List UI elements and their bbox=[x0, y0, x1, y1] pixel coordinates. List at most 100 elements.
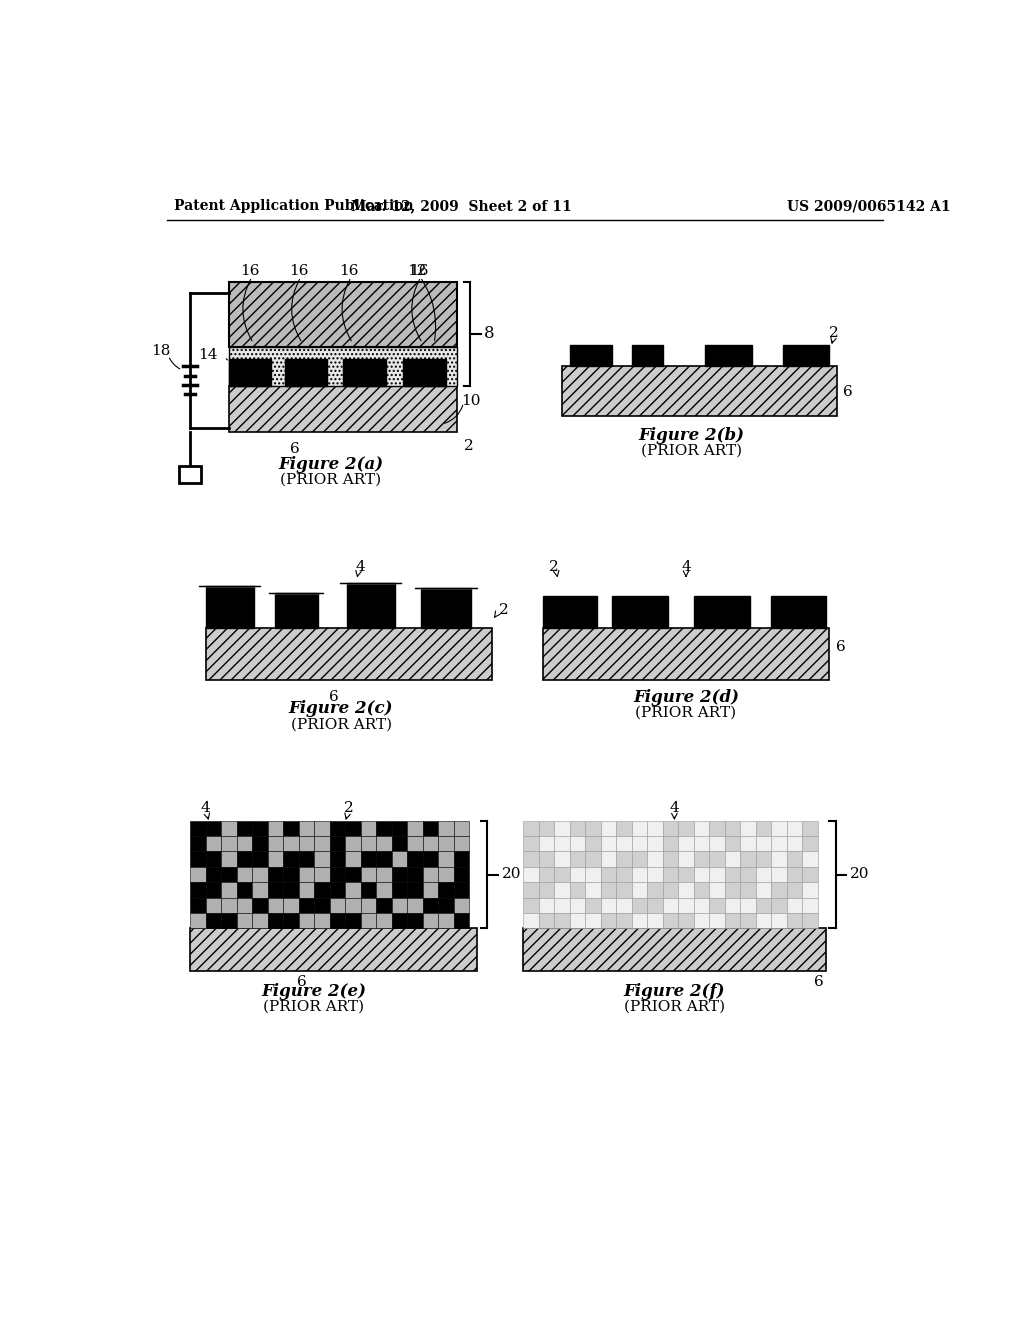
Text: 2: 2 bbox=[499, 603, 508, 618]
Bar bbox=[283, 898, 299, 913]
Text: 4: 4 bbox=[681, 560, 691, 574]
Bar bbox=[616, 836, 632, 851]
Bar bbox=[786, 898, 802, 913]
Bar bbox=[802, 836, 818, 851]
Bar bbox=[237, 913, 252, 928]
Bar bbox=[740, 867, 756, 882]
Text: 6: 6 bbox=[836, 640, 846, 655]
Text: 2: 2 bbox=[549, 560, 559, 574]
Text: 6: 6 bbox=[814, 975, 823, 989]
Bar bbox=[710, 851, 725, 867]
Bar bbox=[539, 898, 554, 913]
Bar bbox=[802, 851, 818, 867]
Bar bbox=[391, 821, 407, 836]
Bar bbox=[403, 359, 445, 385]
Bar bbox=[693, 913, 710, 928]
Bar bbox=[710, 913, 725, 928]
Bar bbox=[283, 913, 299, 928]
Bar bbox=[601, 913, 616, 928]
Bar bbox=[345, 898, 360, 913]
Bar bbox=[693, 595, 750, 628]
Bar bbox=[693, 836, 710, 851]
Bar bbox=[740, 851, 756, 867]
Bar bbox=[314, 851, 330, 867]
Bar bbox=[693, 821, 710, 836]
Bar bbox=[190, 882, 206, 898]
Bar bbox=[632, 836, 647, 851]
Bar bbox=[376, 882, 391, 898]
Bar bbox=[228, 281, 458, 347]
Bar bbox=[299, 898, 314, 913]
Bar bbox=[314, 913, 330, 928]
Bar bbox=[523, 898, 539, 913]
Bar bbox=[569, 898, 586, 913]
Bar bbox=[663, 882, 678, 898]
Bar bbox=[275, 594, 317, 628]
Text: US 2009/0065142 A1: US 2009/0065142 A1 bbox=[786, 199, 950, 213]
Bar bbox=[693, 898, 710, 913]
Bar bbox=[283, 851, 299, 867]
Bar bbox=[601, 867, 616, 882]
Bar bbox=[616, 882, 632, 898]
Bar bbox=[391, 836, 407, 851]
Bar bbox=[376, 851, 391, 867]
Bar bbox=[206, 882, 221, 898]
Bar bbox=[710, 867, 725, 882]
Bar bbox=[710, 836, 725, 851]
Bar bbox=[740, 882, 756, 898]
Text: 20: 20 bbox=[850, 867, 869, 882]
Bar bbox=[190, 836, 206, 851]
Bar bbox=[802, 913, 818, 928]
Bar bbox=[345, 882, 360, 898]
Bar bbox=[693, 851, 710, 867]
Text: 10: 10 bbox=[461, 393, 480, 408]
Bar bbox=[346, 583, 394, 628]
Bar bbox=[283, 867, 299, 882]
Bar bbox=[569, 345, 612, 366]
Bar bbox=[407, 867, 423, 882]
Bar bbox=[771, 882, 786, 898]
Bar bbox=[206, 898, 221, 913]
Bar bbox=[647, 882, 663, 898]
Bar bbox=[802, 867, 818, 882]
Bar bbox=[206, 851, 221, 867]
Bar bbox=[786, 882, 802, 898]
Bar bbox=[678, 821, 693, 836]
Bar bbox=[423, 898, 438, 913]
Bar bbox=[740, 898, 756, 913]
Bar bbox=[221, 913, 237, 928]
Bar bbox=[601, 882, 616, 898]
Bar bbox=[756, 867, 771, 882]
Text: 20: 20 bbox=[502, 867, 521, 882]
Bar bbox=[423, 851, 438, 867]
Bar bbox=[267, 836, 283, 851]
Bar bbox=[267, 882, 283, 898]
Bar bbox=[601, 851, 616, 867]
Bar bbox=[330, 898, 345, 913]
Text: 2: 2 bbox=[344, 801, 353, 816]
Bar bbox=[330, 882, 345, 898]
Text: (PRIOR ART): (PRIOR ART) bbox=[636, 706, 736, 719]
Bar bbox=[299, 867, 314, 882]
Bar bbox=[190, 928, 477, 970]
Bar bbox=[299, 836, 314, 851]
Bar bbox=[771, 595, 825, 628]
Bar bbox=[438, 821, 454, 836]
Bar bbox=[586, 913, 601, 928]
Bar bbox=[299, 882, 314, 898]
Bar bbox=[190, 821, 206, 836]
Text: (PRIOR ART): (PRIOR ART) bbox=[291, 717, 392, 731]
Bar bbox=[632, 821, 647, 836]
Bar bbox=[616, 851, 632, 867]
Bar bbox=[601, 836, 616, 851]
Bar bbox=[523, 851, 539, 867]
Bar bbox=[237, 867, 252, 882]
Bar bbox=[663, 836, 678, 851]
Bar bbox=[554, 882, 569, 898]
Bar bbox=[330, 851, 345, 867]
Bar bbox=[771, 851, 786, 867]
Text: Mar. 12, 2009  Sheet 2 of 11: Mar. 12, 2009 Sheet 2 of 11 bbox=[351, 199, 571, 213]
Text: 16: 16 bbox=[409, 264, 428, 277]
Bar bbox=[632, 913, 647, 928]
Bar bbox=[539, 882, 554, 898]
